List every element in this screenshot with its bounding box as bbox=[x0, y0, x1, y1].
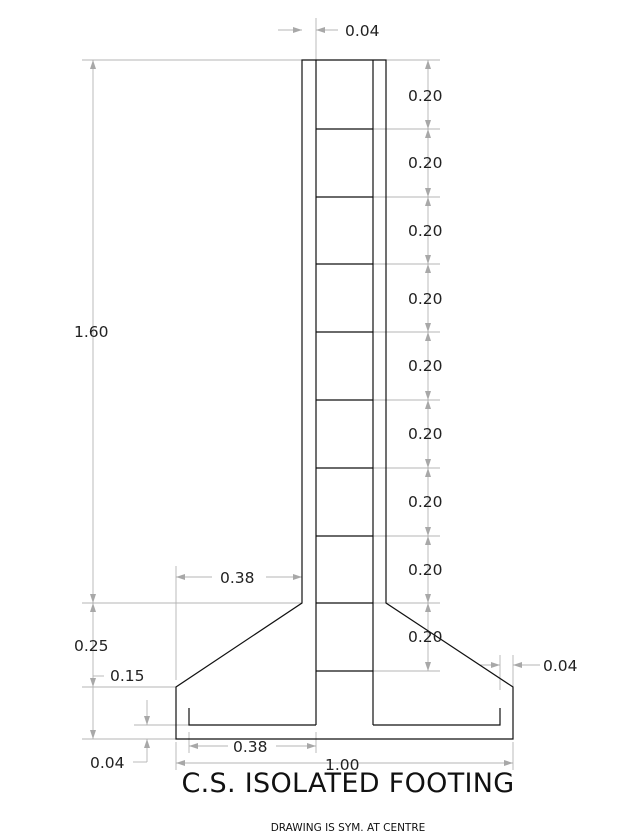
dim-column-cover-top: 0.04 bbox=[345, 22, 380, 40]
dim-tie-spacing: 0.20 bbox=[408, 425, 443, 443]
drawing-note: DRAWING IS SYM. AT CENTRE bbox=[270, 822, 426, 834]
dim-tie-spacing: 0.20 bbox=[408, 87, 443, 105]
dim-footing-width: 1.00 bbox=[325, 756, 360, 774]
drawing-title: C.S. ISOLATED FOOTING bbox=[181, 768, 515, 799]
dim-tie-spacing: 0.20 bbox=[408, 561, 443, 579]
dim-tie-spacing: 0.20 bbox=[408, 493, 443, 511]
column-ties bbox=[316, 128, 373, 672]
dim-tie-spacing: 0.20 bbox=[408, 154, 443, 172]
dim-bar-projection: 0.38 bbox=[233, 738, 268, 756]
dim-footing-cover-side: 0.04 bbox=[543, 657, 578, 675]
reinforcement bbox=[188, 60, 501, 726]
dim-tie-spacing: 0.20 bbox=[408, 222, 443, 240]
dim-column-height: 1.60 bbox=[74, 323, 109, 341]
dim-tie-spacing: 0.20 bbox=[408, 290, 443, 308]
dim-edge-depth: 0.15 bbox=[110, 667, 145, 685]
footing-bar-right bbox=[373, 708, 501, 726]
dim-slope-depth: 0.25 bbox=[74, 637, 109, 655]
dim-tie-spacing: 0.20 bbox=[408, 357, 443, 375]
dimension-lines bbox=[82, 18, 540, 770]
dimension-labels: 0.04 1.60 0.20 0.20 0.20 0.20 0.20 0.20 … bbox=[74, 22, 578, 774]
dim-tie-spacing: 0.20 bbox=[408, 628, 443, 646]
footing-bar-left bbox=[188, 708, 316, 726]
dim-slope-projection: 0.38 bbox=[220, 569, 255, 587]
footing-outline bbox=[175, 59, 514, 740]
dim-footing-cover-bottom: 0.04 bbox=[90, 754, 125, 772]
